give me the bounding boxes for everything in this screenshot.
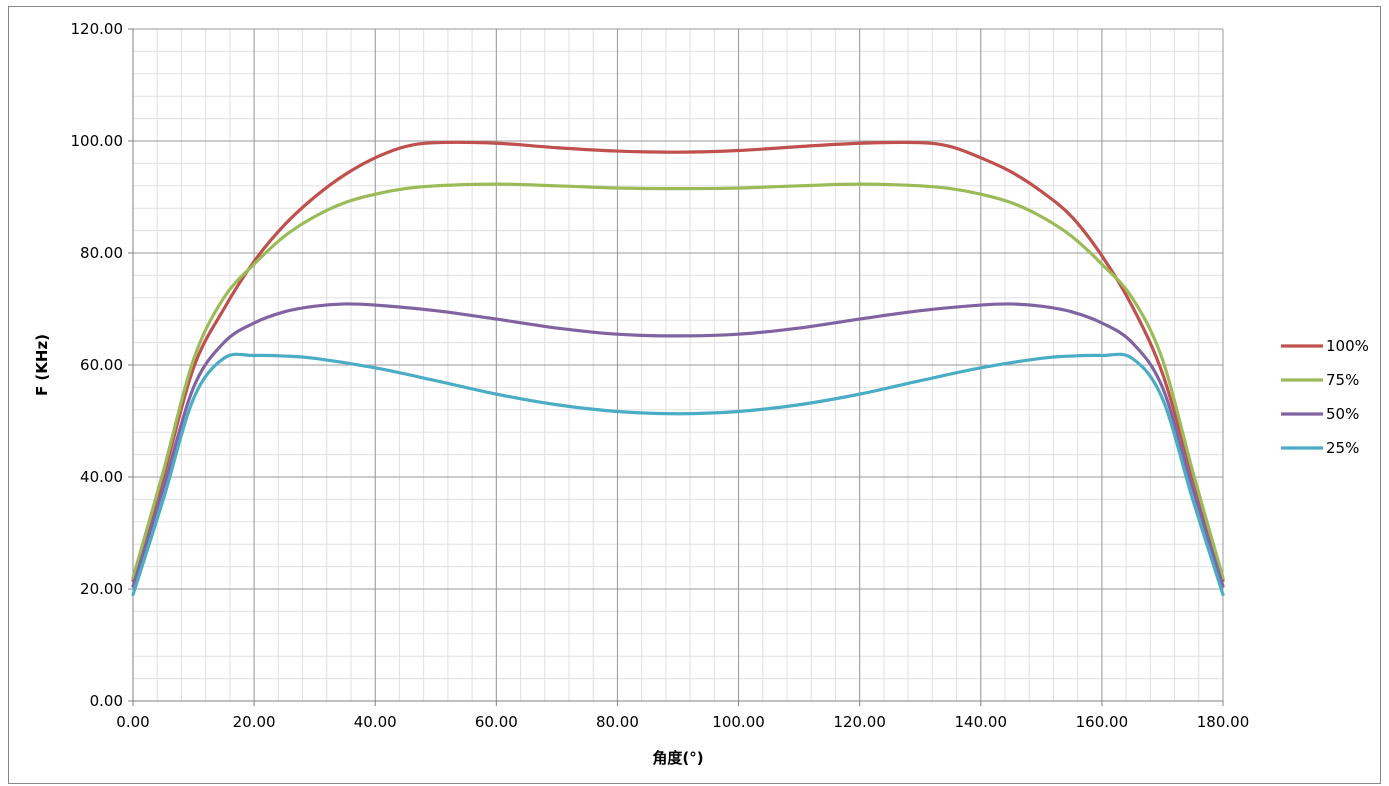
x-tick-label: 140.00 [955, 713, 1008, 731]
y-tick-label: 80.00 [80, 244, 123, 262]
legend-label-100pct: 100% [1326, 337, 1369, 355]
x-tick-label: 60.00 [475, 713, 518, 731]
y-tick-label: 120.00 [71, 20, 124, 38]
y-tick-label: 0.00 [90, 692, 123, 710]
chart-container: 0.00 20.00 40.00 60.00 80.00 100.00 120.00 140.… [8, 6, 1381, 784]
x-tick-label: 80.00 [596, 713, 639, 731]
x-axis-title: 角度(°) [652, 749, 703, 767]
y-tick-label: 100.00 [71, 132, 124, 150]
x-tick-label: 100.00 [712, 713, 765, 731]
legend-label-75pct: 75% [1326, 371, 1359, 389]
y-tick-label: 40.00 [80, 468, 123, 486]
series-line-25pct [131, 352, 1225, 597]
line-chart: 0.00 20.00 40.00 60.00 80.00 100.00 120.00 140.… [33, 20, 1369, 767]
x-tick-label: 160.00 [1076, 713, 1129, 731]
series-line-100pct [131, 140, 1225, 583]
series-line-75pct [131, 182, 1225, 580]
x-tick-label: 0.00 [116, 713, 149, 731]
major-gridlines [132, 28, 1224, 702]
x-tick-label: 40.00 [354, 713, 397, 731]
legend: 100% 75% 50% 25% [1281, 337, 1369, 457]
x-tick-label: 180.00 [1197, 713, 1250, 731]
legend-label-25pct: 25% [1326, 439, 1359, 457]
plot-axes [128, 28, 1224, 706]
series-lines [131, 140, 1225, 597]
x-axis-tick-labels: 0.00 20.00 40.00 60.00 80.00 100.00 120.00 140.… [116, 713, 1249, 731]
y-tick-label: 20.00 [80, 580, 123, 598]
x-tick-label: 120.00 [833, 713, 886, 731]
y-axis-tick-labels: 0.00 20.00 40.00 60.00 80.00 100.00 120.00 [71, 20, 124, 710]
legend-label-50pct: 50% [1326, 405, 1359, 423]
series-line-50pct [131, 302, 1225, 588]
y-tick-label: 60.00 [80, 356, 123, 374]
x-tick-label: 20.00 [233, 713, 276, 731]
y-axis-title: F (KHz) [33, 334, 51, 396]
